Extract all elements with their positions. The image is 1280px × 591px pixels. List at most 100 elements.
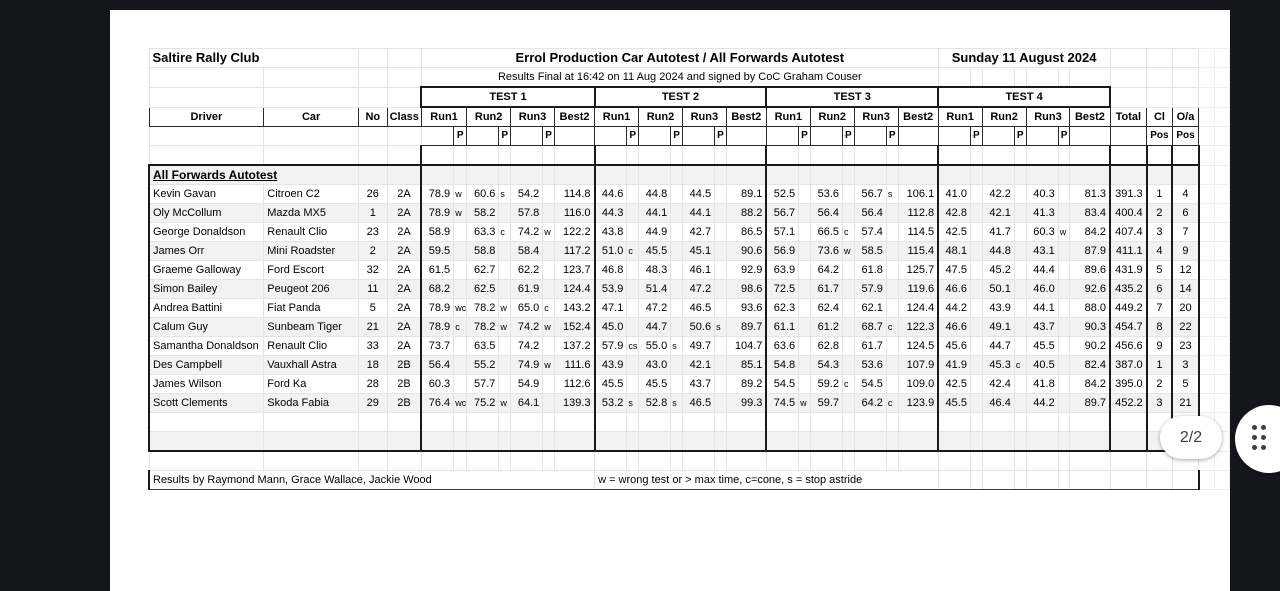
empty-cell	[593, 145, 628, 166]
penalty-cell	[969, 241, 983, 261]
car-cell: Ford Ka	[263, 374, 360, 394]
driver-cell: Scott Clements	[148, 393, 265, 413]
penalty-cell	[885, 374, 899, 394]
penalty-cell	[714, 222, 727, 242]
penalty-cell: s	[498, 184, 512, 204]
empty-cell	[593, 431, 628, 452]
empty-cell	[897, 164, 939, 185]
empty-cell	[263, 412, 360, 432]
pos-header: Pos	[1146, 126, 1173, 146]
run-cell: 53.2	[593, 393, 628, 413]
empty-cell	[1146, 48, 1173, 68]
run-cell: 41.3	[1025, 203, 1059, 223]
run-cell: 44.3	[593, 203, 628, 223]
penalty-cell	[1057, 355, 1071, 375]
penalty-cell: c	[498, 222, 512, 242]
run-cell: 49.7	[681, 336, 716, 356]
empty-cell	[637, 412, 672, 432]
empty-cell	[1069, 164, 1111, 185]
empty-cell	[637, 431, 672, 452]
empty-cell	[842, 164, 855, 185]
run-cell: 46.4	[981, 393, 1015, 413]
run-cell: 43.7	[681, 374, 716, 394]
class-pos-cell: 4	[1145, 241, 1173, 261]
empty-cell	[626, 145, 639, 166]
empty-cell	[1069, 450, 1111, 471]
run-cell: 78.9	[420, 317, 455, 337]
empty-cell	[637, 450, 672, 471]
run-cell: 61.8	[853, 260, 887, 280]
run-cell: 42.7	[681, 222, 716, 242]
empty-cell	[637, 126, 672, 146]
penalty-cell	[1013, 393, 1027, 413]
run-cell: 45.5	[637, 374, 672, 394]
run-cell: 44.9	[637, 222, 672, 242]
penalty-cell	[1013, 203, 1027, 223]
best2-cell: 92.6	[1069, 279, 1111, 299]
penalty-cell	[969, 184, 983, 204]
title-row: Saltire Rally Club Errol Production Car A…	[148, 48, 1231, 68]
run-cell: 74.2	[510, 222, 544, 242]
run-cell: 66.5	[809, 222, 844, 242]
empty-cell	[969, 470, 983, 490]
col-header: Run3	[853, 106, 899, 127]
grid-dots-icon[interactable]	[1252, 425, 1266, 450]
empty-cell	[510, 145, 544, 166]
empty-cell	[420, 431, 455, 452]
empty-cell	[1109, 412, 1148, 432]
penalty-cell	[626, 317, 639, 337]
best2-cell: 115.4	[897, 241, 939, 261]
col-header: Run3	[510, 106, 555, 127]
penalty-cell: c	[842, 222, 855, 242]
penalty-cell	[1057, 279, 1071, 299]
empty-cell	[681, 450, 716, 471]
run-cell: 54.2	[510, 184, 544, 204]
driver-cell: Andrea Battini	[148, 298, 265, 318]
gap-row	[148, 450, 1231, 471]
empty-cell	[1109, 145, 1148, 166]
penalty-cell	[969, 260, 983, 280]
run-cell: 53.6	[853, 355, 887, 375]
empty-cell	[420, 126, 455, 146]
no-cell: 33	[358, 336, 388, 356]
class-pos-cell: 1	[1145, 184, 1173, 204]
penalty-cell	[714, 279, 727, 299]
overall-pos-cell: 9	[1171, 241, 1200, 261]
penalty-cell	[542, 184, 555, 204]
run-cell: 56.4	[853, 203, 887, 223]
run-cell: 52.5	[765, 184, 800, 204]
run-cell: 45.6	[937, 336, 971, 356]
empty-cell	[1171, 86, 1200, 108]
driver-cell: Oly McCollum	[148, 203, 265, 223]
empty-cell	[765, 164, 800, 185]
penalty-cell	[498, 203, 512, 223]
empty-cell	[1025, 145, 1059, 166]
empty-cell	[1025, 67, 1059, 88]
best2-cell: 89.7	[725, 317, 767, 337]
empty-cell	[1109, 431, 1148, 452]
empty-cell	[553, 145, 596, 166]
penalty-cell	[969, 222, 983, 242]
penalty-header: P	[670, 126, 683, 146]
run-cell: 46.1	[681, 260, 716, 280]
empty-cell	[897, 431, 939, 452]
empty-cell	[1213, 298, 1231, 318]
empty-cell	[1198, 48, 1215, 68]
penalty-cell	[798, 241, 811, 261]
empty-cell	[765, 431, 800, 452]
empty-cell	[1013, 450, 1027, 471]
empty-cell	[1198, 184, 1215, 204]
empty-cell	[765, 126, 800, 146]
empty-cell	[1213, 222, 1231, 242]
best2-cell: 90.3	[1069, 317, 1111, 337]
best2-cell: 81.3	[1069, 184, 1111, 204]
empty-cell	[148, 431, 265, 452]
empty-cell	[1213, 355, 1231, 375]
empty-cell	[1198, 298, 1215, 318]
run-cell: 58.4	[510, 241, 544, 261]
class-cell: 2A	[386, 184, 422, 204]
penalty-cell	[670, 222, 683, 242]
run-cell: 73.7	[420, 336, 455, 356]
penalty-cell	[1013, 222, 1027, 242]
run-cell: 43.7	[1025, 317, 1059, 337]
